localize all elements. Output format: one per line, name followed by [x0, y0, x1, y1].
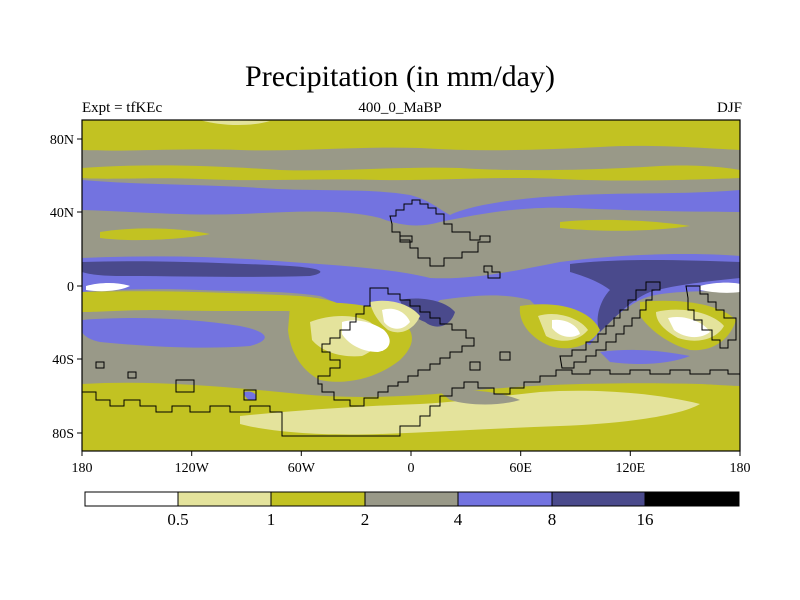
colorbar-box-2 [270, 491, 366, 507]
field-white-sa [342, 320, 390, 352]
field-white-africa [382, 308, 410, 329]
field-lightolive-north [200, 120, 270, 126]
experiment-label: Expt = tfKEc [82, 100, 163, 116]
field-gray-south-east [440, 390, 520, 405]
x-tick-label: 180 [730, 461, 751, 476]
field-darkblue-eq-east [570, 260, 740, 332]
field-olive-35n-b [560, 219, 690, 231]
colorbar-label: 0.5 [167, 510, 188, 529]
coast-main-landmass [317, 287, 475, 407]
colorbar-box-0 [84, 491, 179, 507]
x-tick-label: 0 [408, 461, 415, 476]
field-blue-south-west [82, 318, 265, 348]
colorbar-box-6 [644, 491, 740, 507]
y-tick-label: 80N [50, 133, 74, 148]
field-olive-60n [82, 165, 740, 181]
coast-north-continent [389, 199, 491, 267]
coast-island-sw3 [175, 379, 195, 393]
y-tick-label: 80S [52, 427, 74, 442]
coast-island-sw [95, 361, 105, 369]
colorbar-label: 4 [454, 510, 463, 529]
x-tick-label: 120W [175, 461, 210, 476]
field-blue-south-atl [244, 391, 257, 401]
coast-island-eq [483, 265, 501, 279]
colorbar-box-1 [177, 491, 272, 507]
x-tick-label: 60E [509, 461, 532, 476]
field-white-eq-west [86, 283, 130, 292]
coast-far-east [685, 285, 737, 349]
x-tick-label: 120E [616, 461, 646, 476]
y-tick-label: 0 [67, 280, 74, 295]
coast-island-n [399, 235, 413, 243]
colorbar-box-5 [551, 491, 646, 507]
chart-title: Precipitation (in mm/day) [245, 60, 555, 93]
colorbar-label: 8 [548, 510, 557, 529]
colorbar [84, 491, 740, 507]
coast-island-s2 [469, 361, 481, 371]
field-white-pacific [668, 316, 710, 338]
field-blue-south-east [600, 349, 690, 364]
coast-island-sw2 [127, 371, 137, 379]
coast-island-s [499, 351, 511, 361]
colorbar-label: 16 [637, 510, 654, 529]
field-olive-eq [82, 291, 340, 312]
season-label: DJF [716, 100, 742, 116]
coast-island-sw4 [243, 389, 257, 401]
colorbar-box-3 [364, 491, 459, 507]
period-label: 400_0_MaBP [358, 100, 442, 116]
colorbar-box-4 [457, 491, 553, 507]
x-tick-label: 60W [288, 461, 316, 476]
field-darkblue-eq-west [82, 261, 321, 277]
field-white-eq-east [700, 282, 740, 293]
colorbar-label: 1 [267, 510, 276, 529]
field-olive-north [82, 120, 740, 151]
y-tick-label: 40S [52, 353, 74, 368]
field-lightolive-south [240, 390, 700, 435]
coast-east-arc [559, 281, 661, 369]
x-tick-label: 180 [72, 461, 93, 476]
coast-antarctica [82, 369, 740, 437]
colorbar-label: 2 [361, 510, 370, 529]
precip-field [82, 120, 740, 451]
tick-marks [77, 138, 741, 456]
field-white-indian [552, 319, 580, 337]
coastlines [82, 199, 740, 437]
y-tick-label: 40N [50, 206, 74, 221]
field-blue-45n [82, 180, 740, 226]
field-olive-35n [100, 228, 210, 241]
